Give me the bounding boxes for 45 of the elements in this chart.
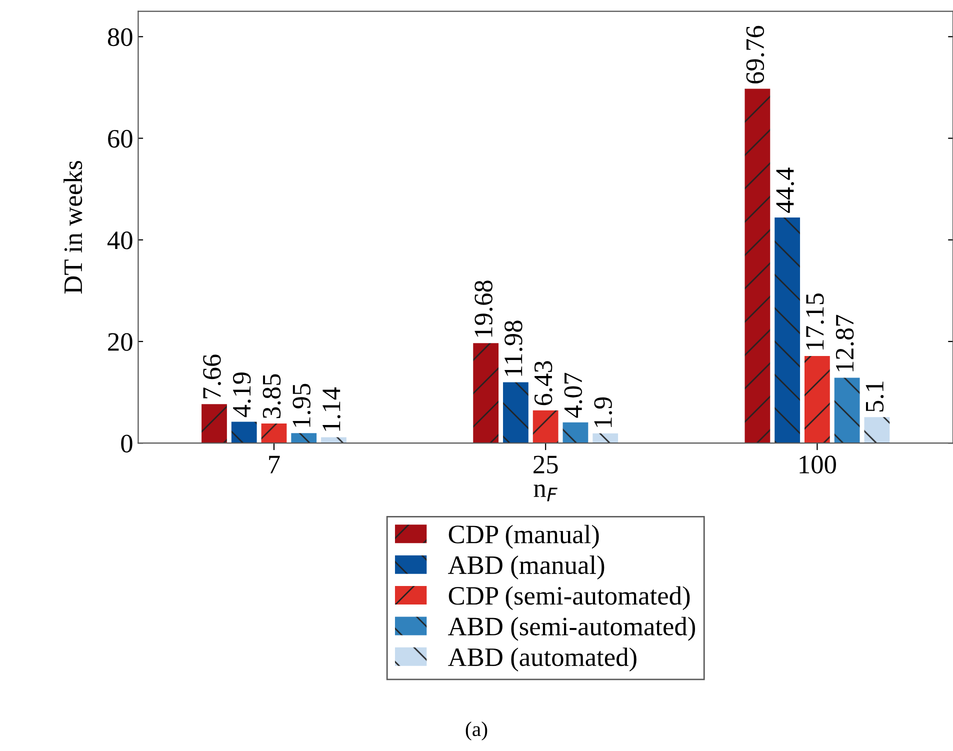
data-label: 6.43 <box>534 361 552 406</box>
data-label: 1.14 <box>322 387 340 431</box>
y-axis-title: DT in weeks <box>64 160 82 294</box>
data-label: 7.66 <box>203 354 221 398</box>
y-tick-label: 20 <box>108 333 132 351</box>
bar <box>473 343 499 444</box>
legend-label: CDP (semi-automated) <box>448 586 690 610</box>
data-label: 17.15 <box>806 293 824 350</box>
x-tick-label: 7 <box>269 456 280 474</box>
data-label: 1.95 <box>292 384 311 427</box>
data-label: 44.4 <box>776 168 794 213</box>
bar <box>804 356 830 444</box>
legend-label: ABD (manual) <box>448 556 604 580</box>
bar <box>202 404 227 444</box>
legend-label: ABD (automated) <box>448 648 636 672</box>
bar <box>291 433 317 444</box>
x-axis-title: n$_{F}$ <box>534 484 558 502</box>
y-tick-label: 0 <box>121 434 132 453</box>
y-tick-label: 80 <box>108 28 132 46</box>
bar <box>834 378 860 444</box>
data-label: 12.87 <box>836 314 854 372</box>
data-label: 1.9 <box>594 397 612 427</box>
bar <box>261 424 287 444</box>
data-label: 11.98 <box>504 320 522 376</box>
legend-label: CDP (manual) <box>448 524 599 549</box>
text: (a) <box>466 722 488 740</box>
x-tick-label: 100 <box>800 456 836 474</box>
y-tick-label: 40 <box>107 231 132 250</box>
data-label: 4.07 <box>564 372 582 418</box>
bar <box>503 382 528 444</box>
bar <box>592 433 618 444</box>
x-tick-label: 25 <box>534 456 558 474</box>
bar <box>231 422 257 444</box>
data-label: 5.1 <box>866 382 884 412</box>
bar <box>562 422 588 444</box>
bar <box>864 417 890 444</box>
bar <box>532 410 558 444</box>
data-label: 4.19 <box>232 372 251 418</box>
data-label: 3.85 <box>262 374 281 418</box>
y-tick-label: 60 <box>108 130 132 148</box>
bar <box>774 218 800 444</box>
data-label: 69.76 <box>746 26 764 84</box>
bar <box>744 88 770 444</box>
data-label: 19.68 <box>474 280 493 337</box>
legend-label: ABD (semi-automated) <box>448 616 696 641</box>
